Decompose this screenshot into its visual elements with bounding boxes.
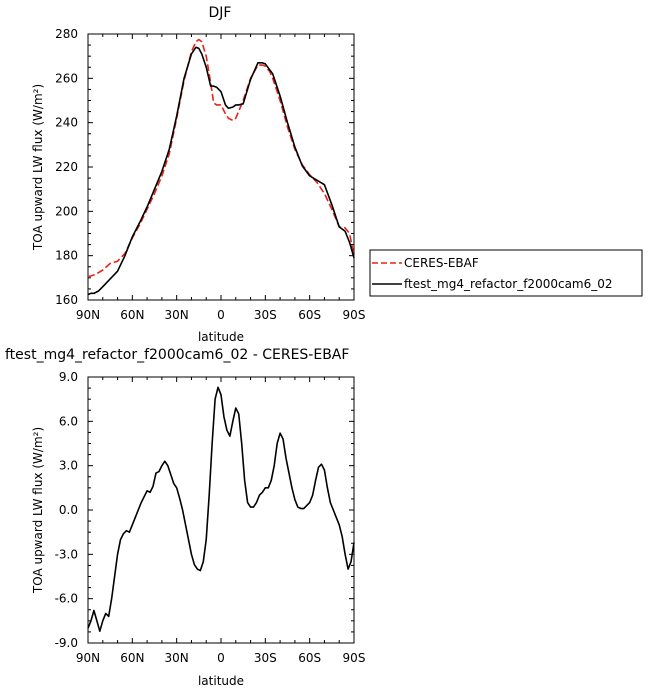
y-tick-label: 260 xyxy=(55,71,78,85)
legend-box xyxy=(369,249,643,297)
x-tick-label: 30N xyxy=(165,651,189,665)
x-tick-label: 90S xyxy=(343,308,366,322)
x-tick-label: 0 xyxy=(217,651,225,665)
y-tick-label: 6.0 xyxy=(59,414,78,428)
x-tick-label: 60N xyxy=(120,651,144,665)
legend-label-model: ftest_mg4_refactor_f2000cam6_02 xyxy=(404,277,613,291)
x-tick-label: 90S xyxy=(343,651,366,665)
x-tick-label: 30S xyxy=(254,308,277,322)
chart-djf: DJF 90N 60N 30N 0 30S 60S 90S 160 180 200 220 240 26… xyxy=(31,5,365,344)
x-tick-label: 60S xyxy=(298,308,321,322)
chart-difference: ftest_mg4_refactor_f2000cam6_02 - CERES-… xyxy=(5,347,365,688)
y-tick-label: 9.0 xyxy=(59,370,78,384)
x-tick-label: 90N xyxy=(76,651,100,665)
plot-frame xyxy=(87,376,355,644)
axis-ticks: 90N 60N 30N 0 30S 60S 90S 9.0 6.0 3.0 0.0 -3.0 -6.0 -… xyxy=(55,370,366,665)
y-tick-label: 220 xyxy=(55,160,78,174)
chart-title: ftest_mg4_refactor_f2000cam6_02 - CERES-… xyxy=(5,347,349,363)
legend: CERES-EBAF ftest_mg4_refactor_f2000cam6_… xyxy=(369,249,643,297)
y-tick-label: 3.0 xyxy=(59,459,78,473)
y-tick-label: -3.0 xyxy=(55,547,78,561)
y-tick-label: -6.0 xyxy=(55,592,78,606)
series-layer xyxy=(87,38,355,296)
series-layer xyxy=(87,386,355,632)
series-line-1 xyxy=(87,46,355,296)
chart-title: DJF xyxy=(209,5,232,21)
series-line-0 xyxy=(87,386,355,632)
axis-ticks: 90N 60N 30N 0 30S 60S 90S 160 180 200 220 240 260 280 xyxy=(55,27,365,322)
y-axis-label: TOA upward LW flux (W/m²) xyxy=(31,84,45,251)
y-tick-label: -9.0 xyxy=(55,636,78,650)
x-tick-label: 0 xyxy=(217,308,225,322)
x-axis-label: latitude xyxy=(198,330,244,344)
x-tick-label: 60S xyxy=(298,651,321,665)
y-tick-label: 200 xyxy=(55,204,78,218)
x-tick-label: 60N xyxy=(120,308,144,322)
y-tick-label: 160 xyxy=(55,293,78,307)
x-axis-label: latitude xyxy=(198,674,244,688)
y-tick-label: 280 xyxy=(55,27,78,41)
plot-frame xyxy=(87,33,355,301)
x-tick-label: 30S xyxy=(254,651,277,665)
x-tick-label: 90N xyxy=(76,308,100,322)
legend-label-ceres: CERES-EBAF xyxy=(404,256,479,270)
y-axis-label: TOA upward LW flux (W/m²) xyxy=(31,427,45,594)
x-tick-label: 30N xyxy=(165,308,189,322)
y-tick-label: 240 xyxy=(55,116,78,130)
series-line-0 xyxy=(87,38,355,278)
y-tick-label: 0.0 xyxy=(59,503,78,517)
y-tick-label: 180 xyxy=(55,249,78,263)
